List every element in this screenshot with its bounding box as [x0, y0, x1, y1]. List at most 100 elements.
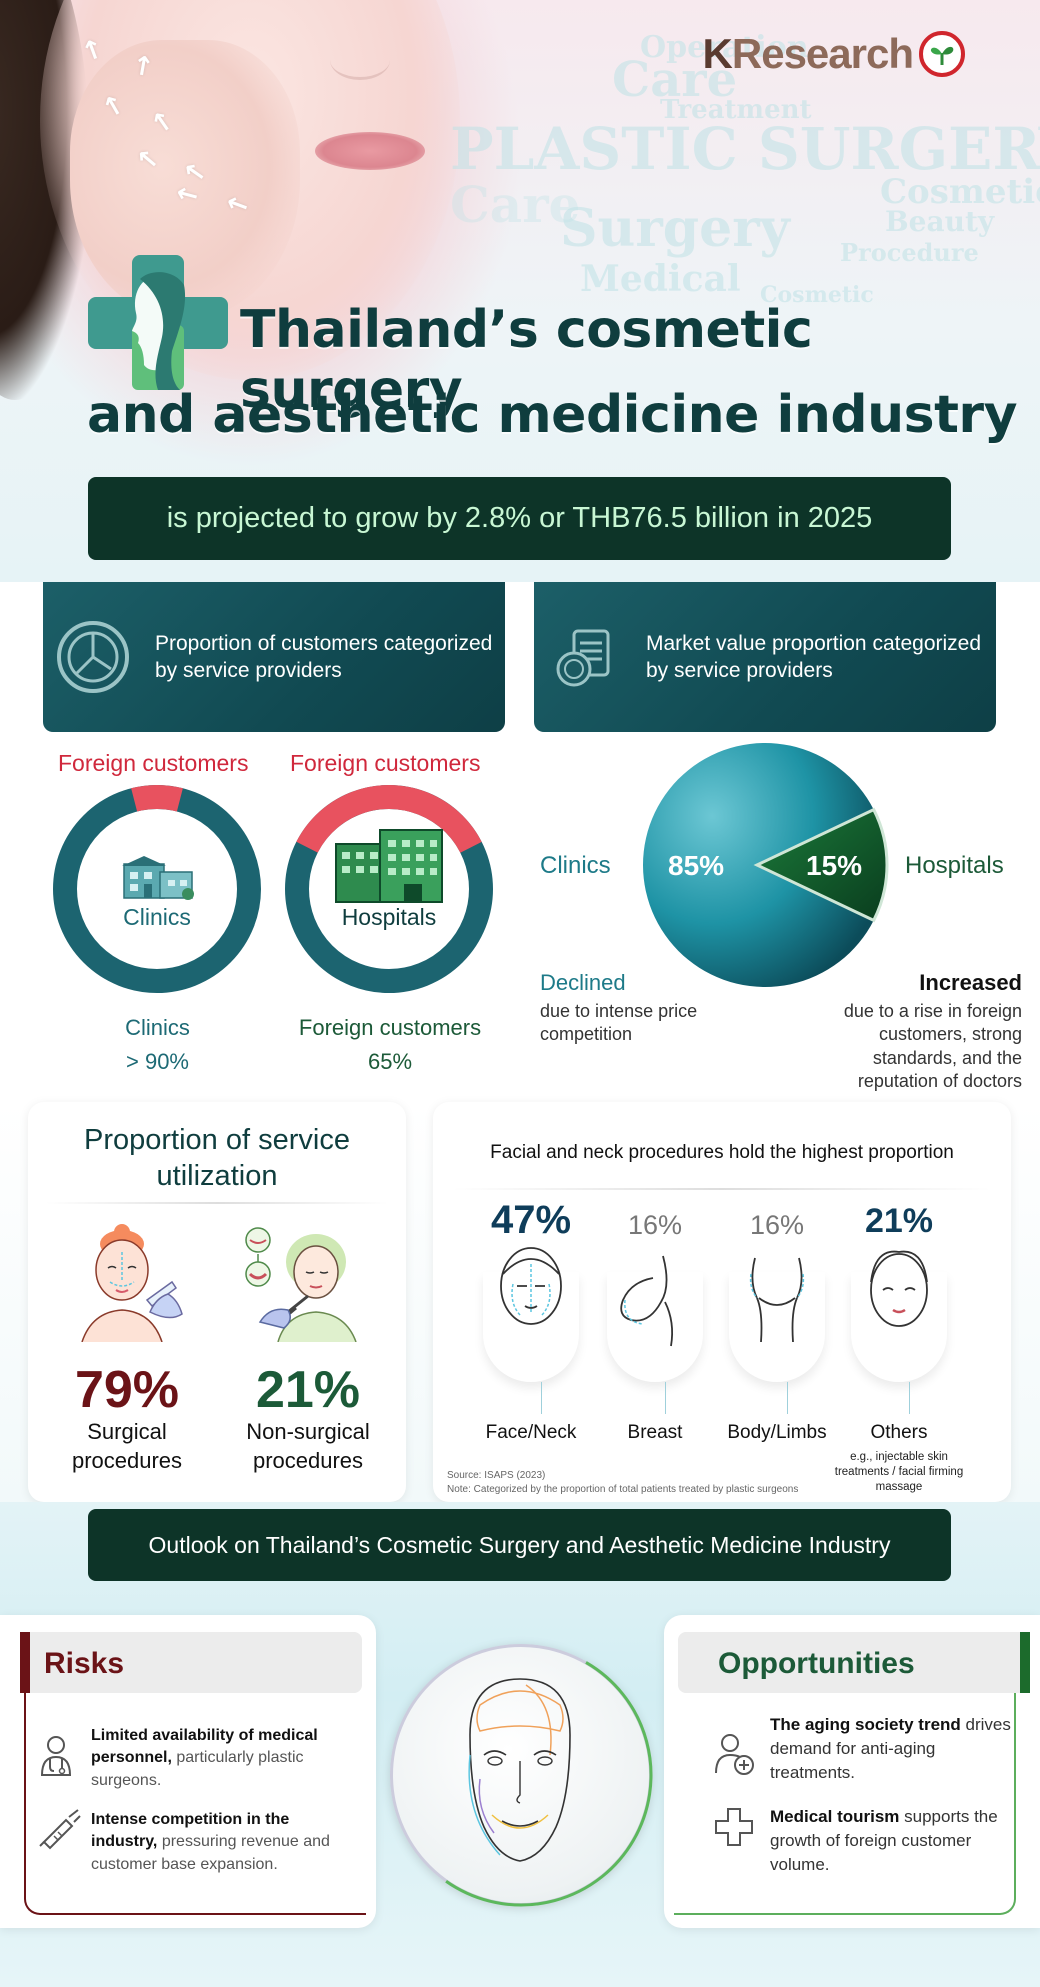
opportunity-item-bold: Medical tourism [770, 1807, 900, 1826]
risks-header [20, 1632, 362, 1693]
others-note: e.g., injectable skin treatments / facia… [834, 1451, 964, 1493]
elderly-person-plus-icon [715, 1734, 754, 1775]
hospitals-stat-line1: Foreign customers [298, 1015, 482, 1040]
procedure-drop [607, 1272, 703, 1382]
watermark-word: PLASTIC SURGERY [450, 115, 1040, 183]
procedure-label: Face/Neck [485, 1422, 577, 1443]
clinic-building-icon [122, 856, 194, 900]
procedure-breast: 16% [600, 1210, 710, 1241]
risks-title: Risks [44, 1647, 125, 1680]
watermark-word: Medical [580, 258, 741, 300]
procedures-card: Facial and neck procedures hold the high… [433, 1102, 1011, 1502]
medical-cross-face-icon [88, 255, 228, 390]
body-limbs-icon [749, 1257, 805, 1343]
surgical-label: Surgical procedures [71, 1419, 183, 1473]
watermark-word: Cosmetic [760, 282, 874, 308]
nonsurgical-label: Non-surgical procedures [246, 1419, 370, 1473]
providers-section: Proportion of customers categorized by s… [0, 582, 1040, 1102]
logo-text-rest: Research [731, 30, 914, 77]
risk-item-2: Intense competition in the industry, pre… [91, 1809, 353, 1876]
connector-line [909, 1382, 910, 1414]
hero-hand-image [70, 40, 300, 320]
hospital-building-icon [335, 829, 443, 903]
utilization-title: Proportion of service utilization [84, 1124, 350, 1193]
utilization-card: Proportion of service utilization 79% Su… [28, 1102, 406, 1502]
opportunity-item-1: The aging society trend drives demand fo… [770, 1713, 1020, 1784]
risk-item-rest: particularly plastic surgeons. [91, 1749, 304, 1789]
increased-text: due to a rise in foreign customers, stro… [843, 1001, 1022, 1092]
divider [453, 1188, 991, 1190]
risk-item-rest: pressuring revenue and customer base exp… [91, 1833, 330, 1873]
risk-item-1: Limited availability of medical personne… [91, 1725, 353, 1792]
page-title-line2: and aesthetic medicine industry [87, 385, 1017, 445]
risks-frame [24, 1693, 366, 1915]
watermark-word: Surgery [560, 198, 790, 259]
procedure-face-neck: 47% [476, 1198, 586, 1243]
hero-section: ↑ ↑ ↑ ↑ ↑ ↑ ↑ ↑ Operation Care Treatment… [0, 0, 1040, 582]
coins-chart-icon [556, 629, 610, 687]
opportunity-item-rest: drives demand for anti-aging treatments. [770, 1715, 1011, 1782]
watermark-word: Procedure [840, 238, 979, 267]
declined-text: due to intense price competition [540, 1001, 698, 1045]
watermark-word: Beauty [885, 205, 995, 238]
procedures-title: Facial and neck procedures hold the high… [490, 1142, 954, 1163]
divider [46, 1202, 388, 1204]
watermark-word: Cosmetic [880, 172, 1040, 212]
surgical-procedure-icon [81, 1224, 183, 1342]
hero-lips [315, 132, 425, 170]
procedure-pct: 16% [627, 1210, 683, 1240]
face-neck-icon [500, 1247, 562, 1325]
breast-icon [620, 1255, 674, 1347]
market-hospitals-label: Hospitals [905, 852, 1004, 879]
procedure-label: Others [870, 1422, 928, 1443]
watermark-word: Care [450, 175, 581, 234]
logo-text: KResearch [702, 30, 914, 77]
pie-slice-hospitals [753, 807, 889, 923]
procedure-others: 21% [844, 1202, 954, 1241]
note-text: Note: Categorized by the proportion of t… [447, 1484, 799, 1495]
opportunity-item-2: Medical tourism supports the growth of f… [770, 1805, 1020, 1876]
clinics-foreign-label: Foreign customers [58, 750, 249, 776]
clinics-foreign-arc [53, 785, 261, 993]
clinics-stat-line1: Clinics [125, 1015, 190, 1040]
market-clinics-pct: 85% [668, 850, 725, 881]
market-hospitals-pct: 15% [806, 850, 863, 881]
procedure-drop [729, 1272, 825, 1382]
watermark-word: Treatment [660, 95, 812, 125]
opportunities-frame [674, 1693, 1016, 1915]
opportunities-title: Opportunities [718, 1647, 915, 1680]
procedure-pct: 21% [864, 1202, 934, 1240]
medical-cross-icon [715, 1808, 753, 1846]
procedure-pct: 47% [490, 1198, 572, 1242]
outlook-banner: Outlook on Thailand’s Cosmetic Surgery a… [88, 1509, 951, 1581]
non-surgical-procedure-icon [245, 1227, 357, 1342]
risks-card: Risks Limited availability of medical pe… [0, 1615, 376, 1928]
market-header: Market value proportion categorized by s… [534, 582, 996, 732]
watermark-word: Care [612, 52, 738, 108]
page-title-line1: Thailand’s cosmetic surgery [240, 300, 813, 420]
hospitals-center-label: Hospitals [341, 904, 437, 930]
risk-item-bold: Limited availability of medical personne… [91, 1727, 318, 1767]
others-face-icon [870, 1250, 928, 1327]
risk-item-bold: Intense competition in the industry, [91, 1811, 290, 1851]
surgical-pct: 79% [74, 1361, 180, 1419]
procedure-label: Breast [627, 1422, 683, 1443]
hospitals-stat-line2: 65% [367, 1049, 413, 1074]
procedure-pct: 16% [749, 1210, 805, 1240]
customers-header-text: Proportion of customers categorized by s… [155, 631, 493, 682]
opportunity-item-bold: The aging society trend [770, 1715, 961, 1734]
hospitals-foreign-label: Foreign customers [290, 750, 481, 776]
hospitals-foreign-arc [285, 785, 493, 993]
opportunity-item-rest: supports the growth of foreign customer … [770, 1807, 998, 1874]
nonsurgical-pct: 21% [255, 1361, 361, 1419]
watermark-word: Operation [640, 30, 809, 65]
customers-header: Proportion of customers categorized by s… [43, 582, 505, 732]
increased-title: Increased [919, 970, 1022, 995]
connector-line [665, 1382, 666, 1414]
opportunities-header [678, 1632, 1030, 1693]
face-line-art-icon [468, 1678, 571, 1862]
kresearch-logo: KResearch [703, 30, 965, 78]
clinics-center-label: Clinics [123, 904, 191, 930]
syringe-icon [39, 1809, 81, 1850]
opportunities-card: Opportunities The aging society trend dr… [664, 1615, 1040, 1928]
